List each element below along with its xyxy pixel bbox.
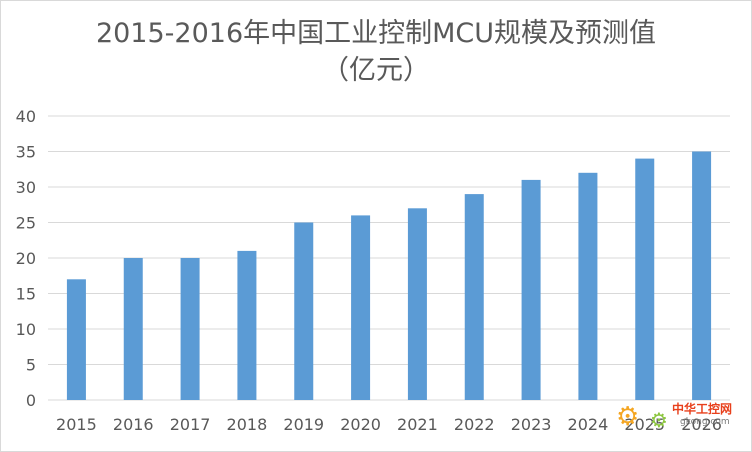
y-tick-label: 30: [16, 178, 36, 197]
y-tick-label: 20: [16, 249, 36, 268]
y-tick-label: 25: [16, 214, 36, 233]
bar-2015: [66, 279, 86, 400]
watermark-brand: 中华工控网: [672, 402, 733, 416]
bar-2026: [692, 151, 712, 400]
y-tick-label: 5: [26, 356, 36, 375]
bar-2024: [578, 172, 598, 400]
x-tick-label: 2016: [113, 415, 154, 434]
bar-2021: [407, 208, 427, 400]
x-tick-label: 2021: [397, 415, 438, 434]
bar-2020: [351, 215, 371, 400]
gear-icon: ⚙: [616, 402, 640, 432]
bar-2018: [237, 250, 257, 400]
bar-2023: [521, 179, 541, 400]
x-tick-label: 2023: [511, 415, 552, 434]
bar-2025: [635, 158, 655, 400]
y-tick-label: 15: [16, 285, 36, 304]
bar-2019: [294, 222, 314, 400]
y-tick-label: 40: [16, 107, 36, 126]
x-tick-label: 2015: [56, 415, 97, 434]
x-tick-label: 2026: [681, 415, 722, 434]
x-tick-label: 2018: [227, 415, 268, 434]
bar-2017: [180, 258, 200, 400]
x-tick-label: 2019: [283, 415, 324, 434]
chart-subtitle: （亿元）: [322, 55, 430, 86]
x-tick-label: 2017: [170, 415, 211, 434]
small-gear-icon: ⚙: [650, 408, 668, 432]
x-tick-label: 2020: [340, 415, 381, 434]
bar-2016: [123, 258, 143, 400]
x-tick-label: 2024: [568, 415, 609, 434]
y-tick-label: 35: [16, 143, 36, 162]
watermark-logo: ⚙ ⚙ 中华工控网 gkong.com: [616, 394, 746, 442]
y-tick-label: 10: [16, 320, 36, 339]
chart-title: 2015-2016年中国工业控制MCU规模及预测值: [95, 18, 657, 49]
bar-2022: [464, 194, 484, 400]
x-tick-label: 2022: [454, 415, 495, 434]
watermark-url: gkong.com: [680, 417, 730, 427]
x-tick-label: 2025: [624, 415, 665, 434]
y-tick-label: 0: [26, 391, 36, 410]
